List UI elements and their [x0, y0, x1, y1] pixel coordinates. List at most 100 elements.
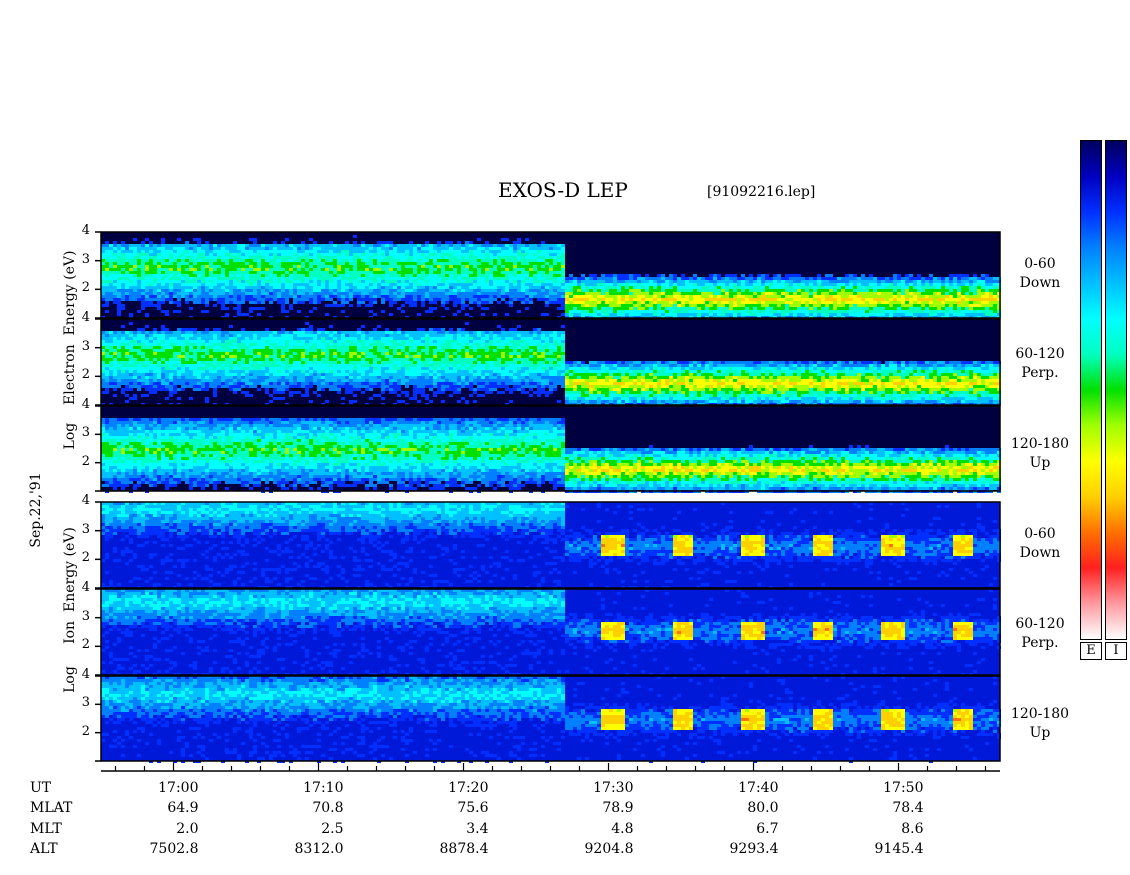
spectrogram-cell: [825, 307, 829, 310]
spectrogram-cell: [337, 274, 341, 277]
spectrogram-cell: [425, 286, 429, 289]
spectrogram-cell: [989, 301, 993, 304]
spectrogram-cell: [245, 259, 249, 262]
spectrogram-cell: [213, 250, 217, 253]
spectrogram-cell: [541, 289, 545, 292]
spectrogram-cell: [613, 310, 617, 313]
spectrogram-cell: [101, 277, 105, 280]
spectrogram-cell: [609, 277, 613, 280]
spectrogram-cell: [341, 298, 345, 301]
spectrogram-cell: [177, 370, 181, 373]
spectrogram-cell: [929, 277, 933, 280]
spectrogram-cell: [321, 256, 325, 259]
spectrogram-cell: [549, 253, 553, 256]
spectrogram-cell: [205, 400, 209, 403]
spectrogram-cell: [225, 358, 229, 361]
spectrogram-cell: [417, 286, 421, 289]
spectrogram-cell: [221, 304, 225, 307]
spectrogram-cell: [197, 247, 201, 250]
spectrogram-cell: [785, 301, 789, 304]
spectrogram-cell: [397, 259, 401, 262]
spectrogram-cell: [413, 253, 417, 256]
spectrogram-cell: [713, 280, 717, 283]
spectrogram-cell: [693, 298, 697, 301]
spectrogram-cell: [161, 328, 165, 331]
spectrogram-cell: [941, 295, 945, 298]
spectrogram-cell: [713, 283, 717, 286]
spectrogram-cell: [241, 355, 245, 358]
spectrogram-cell: [109, 280, 113, 283]
spectrogram-cell: [585, 295, 589, 298]
spectrogram-cell: [193, 358, 197, 361]
spectrogram-cell: [113, 370, 117, 373]
spectrogram-cell: [785, 277, 789, 280]
spectrogram-cell: [649, 307, 653, 310]
spectrogram-cell: [537, 277, 541, 280]
spectrogram-cell: [313, 271, 317, 274]
spectrogram-cell: [729, 298, 733, 301]
spectrogram-cell: [349, 304, 353, 307]
spectrogram-cell: [161, 367, 165, 370]
spectrogram-cell: [529, 298, 533, 301]
spectrogram-cell: [389, 298, 393, 301]
spectrogram-cell: [713, 274, 717, 277]
spectrogram-cell: [261, 364, 265, 367]
spectrogram-cell: [113, 373, 117, 376]
spectrogram-cell: [445, 250, 449, 253]
spectrogram-cell: [965, 292, 969, 295]
spectrogram-cell: [301, 241, 305, 244]
spectrogram-cell: [257, 334, 261, 337]
spectrogram-cell: [793, 274, 797, 277]
spectrogram-cell: [133, 298, 137, 301]
spectrogram-cell: [121, 349, 125, 352]
spectrogram-cell: [221, 382, 225, 385]
spectrogram-cell: [169, 289, 173, 292]
spectrogram-cell: [377, 271, 381, 274]
spectrogram-cell: [221, 361, 225, 364]
spectrogram-cell: [485, 298, 489, 301]
spectrogram-cell: [105, 376, 109, 379]
spectrogram-cell: [325, 262, 329, 265]
spectrogram-cell: [769, 280, 773, 283]
spectrogram-cell: [393, 301, 397, 304]
spectrogram-cell: [813, 298, 817, 301]
spectrogram-cell: [445, 280, 449, 283]
spectrogram-cell: [533, 256, 537, 259]
spectrogram-cell: [633, 283, 637, 286]
spectrogram-cell: [169, 250, 173, 253]
spectrogram-cell: [273, 346, 277, 349]
spectrogram-cell: [473, 259, 477, 262]
spectrogram-cell: [557, 277, 561, 280]
spectrogram-cell: [433, 268, 437, 271]
spectrogram-cell: [729, 313, 733, 316]
spectrogram-cell: [765, 277, 769, 280]
spectrogram-cell: [165, 262, 169, 265]
spectrogram-cell: [137, 247, 141, 250]
spectrogram-cell: [213, 346, 217, 349]
spectrogram-cell: [145, 382, 149, 385]
spectrogram-cell: [629, 286, 633, 289]
spectrogram-cell: [349, 283, 353, 286]
spectrogram-cell: [341, 289, 345, 292]
spectrogram-cell: [445, 268, 449, 271]
spectrogram-cell: [405, 259, 409, 262]
spectrogram-cell: [389, 295, 393, 298]
spectrogram-cell: [229, 262, 233, 265]
spectrogram-cell: [541, 295, 545, 298]
spectrogram-cell: [145, 253, 149, 256]
spectrogram-cell: [193, 268, 197, 271]
spectrogram-cell: [165, 286, 169, 289]
spectrogram-cell: [245, 244, 249, 247]
spectrogram-cell: [221, 379, 225, 382]
spectrogram-cell: [233, 289, 237, 292]
spectrogram-cell: [801, 304, 805, 307]
spectrogram-cell: [205, 268, 209, 271]
spectrogram-cell: [885, 277, 889, 280]
spectrogram-cell: [965, 298, 969, 301]
spectrogram-cell: [557, 253, 561, 256]
spectrogram-cell: [277, 331, 281, 334]
spectrogram-cell: [825, 292, 829, 295]
spectrogram-cell: [393, 265, 397, 268]
spectrogram-cell: [865, 292, 869, 295]
spectrogram-cell: [717, 292, 721, 295]
